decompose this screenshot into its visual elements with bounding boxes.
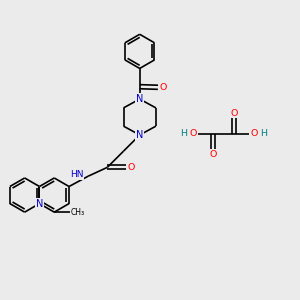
Text: N: N	[136, 130, 143, 140]
Text: CH₃: CH₃	[71, 208, 85, 217]
Text: H: H	[260, 129, 268, 138]
Text: HN: HN	[70, 170, 84, 179]
Text: O: O	[190, 129, 197, 138]
Text: O: O	[160, 83, 167, 92]
Text: H: H	[180, 129, 187, 138]
Text: O: O	[230, 109, 238, 118]
Text: O: O	[210, 150, 217, 159]
Text: O: O	[127, 163, 134, 172]
Text: N: N	[136, 94, 143, 104]
Text: O: O	[250, 129, 258, 138]
Text: N: N	[36, 199, 43, 208]
